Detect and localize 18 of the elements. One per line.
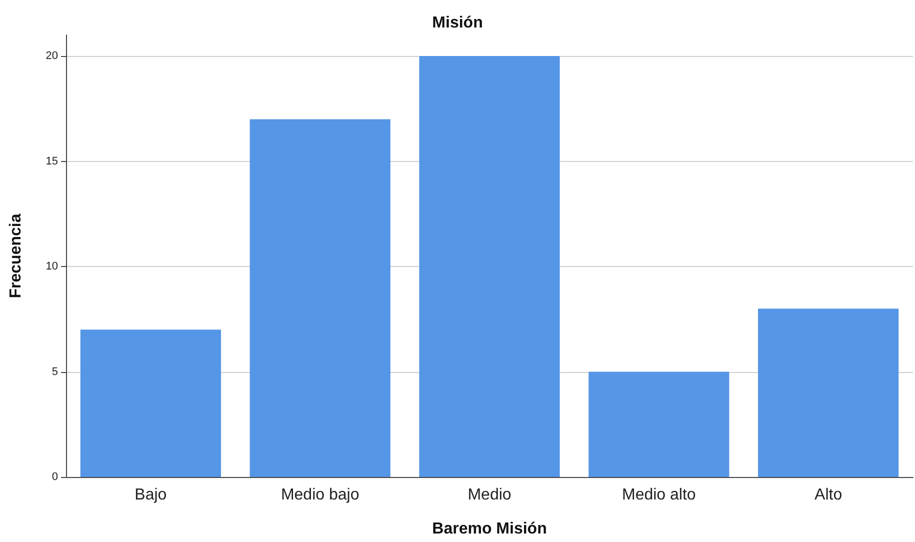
- y-tick-label: 10: [46, 260, 58, 273]
- bar: [250, 119, 390, 477]
- bar: [588, 372, 730, 477]
- y-tick-label: 0: [52, 471, 58, 483]
- bar: [758, 308, 899, 477]
- x-axis-title: Baremo Misión: [432, 520, 547, 538]
- x-tick-label: Medio bajo: [280, 486, 360, 504]
- x-tick-label: Medio alto: [622, 486, 696, 504]
- x-tick-label: Medio: [468, 486, 512, 504]
- chart-title: Misión: [432, 14, 483, 32]
- y-tick-label: 15: [46, 155, 58, 168]
- y-tick-label: 20: [46, 50, 58, 62]
- x-tick-label: Alto: [814, 486, 842, 504]
- bar: [419, 56, 560, 477]
- y-tick-label: 5: [52, 366, 58, 378]
- bar: [80, 330, 221, 477]
- x-tick-label: Bajo: [134, 486, 167, 504]
- y-axis-title: Frecuencia: [8, 214, 24, 298]
